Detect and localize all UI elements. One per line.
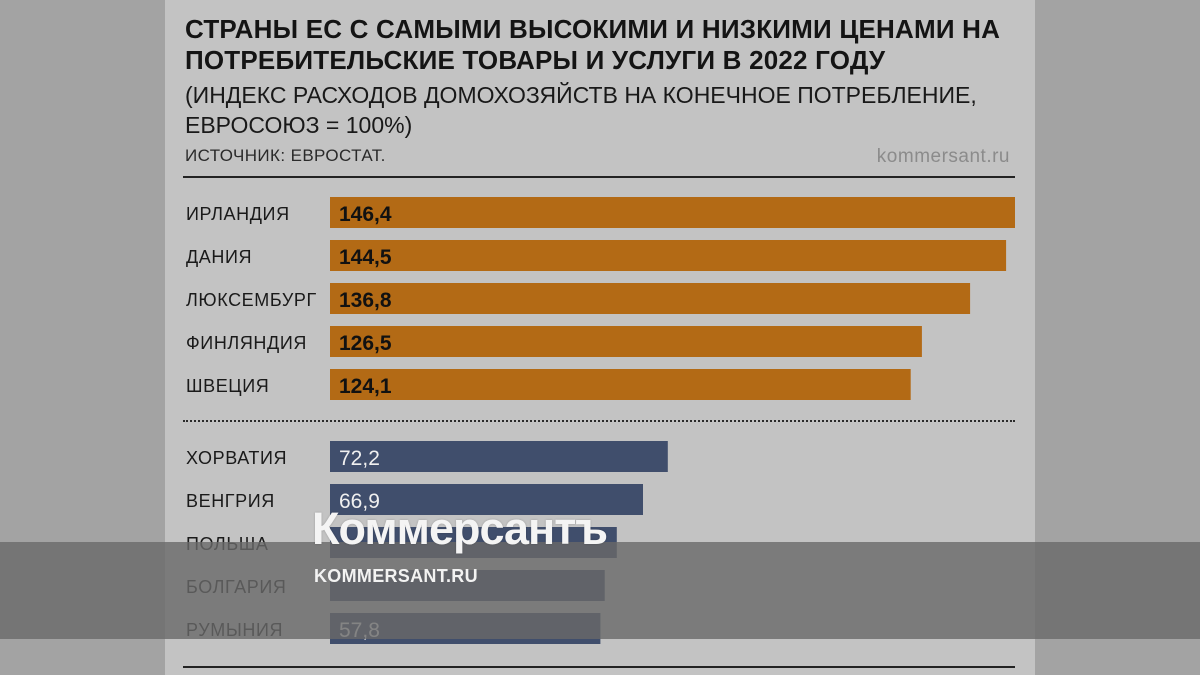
watermark-url: KOMMERSANT.RU — [314, 566, 478, 586]
watermark-logo: Коммерсантъ — [312, 503, 608, 554]
bar — [330, 197, 1015, 228]
bar — [330, 326, 922, 357]
chart-subtitle: (ИНДЕКС РАСХОДОВ ДОМОХОЗЯЙСТВ НА КОНЕЧНО… — [185, 82, 977, 138]
bar — [330, 484, 643, 515]
bar — [330, 240, 1007, 271]
country-label: ШВЕЦИЯ — [186, 376, 269, 396]
watermark-band — [0, 542, 1200, 639]
value-label: 146,4 — [339, 203, 392, 226]
source-note: ИСТОЧНИК: ЕВРОСТАТ. — [185, 146, 386, 165]
value-label: 144,5 — [339, 246, 392, 269]
chart-title: СТРАНЫ ЕС С САМЫМИ ВЫСОКИМИ И НИЗКИМИ ЦЕ… — [185, 14, 1001, 75]
top-rule — [183, 176, 1015, 178]
value-label: 126,5 — [339, 332, 392, 355]
bar — [330, 369, 911, 400]
value-label: 136,8 — [339, 289, 392, 312]
country-label: ВЕНГРИЯ — [186, 491, 275, 511]
site-credit: kommersant.ru — [876, 146, 1010, 167]
country-label: ФИНЛЯНДИЯ — [186, 333, 307, 353]
bottom-rule — [183, 666, 1015, 668]
country-label: ЛЮКСЕМБУРГ — [186, 290, 317, 310]
value-label: 72,2 — [339, 447, 380, 470]
bar — [330, 441, 668, 472]
country-label: ХОРВАТИЯ — [186, 448, 287, 468]
value-label: 66,9 — [339, 490, 380, 513]
country-label: ИРЛАНДИЯ — [186, 204, 290, 224]
country-label: ДАНИЯ — [186, 247, 252, 267]
value-label: 124,1 — [339, 375, 392, 398]
group-separator — [183, 420, 1015, 422]
bar — [330, 283, 971, 314]
